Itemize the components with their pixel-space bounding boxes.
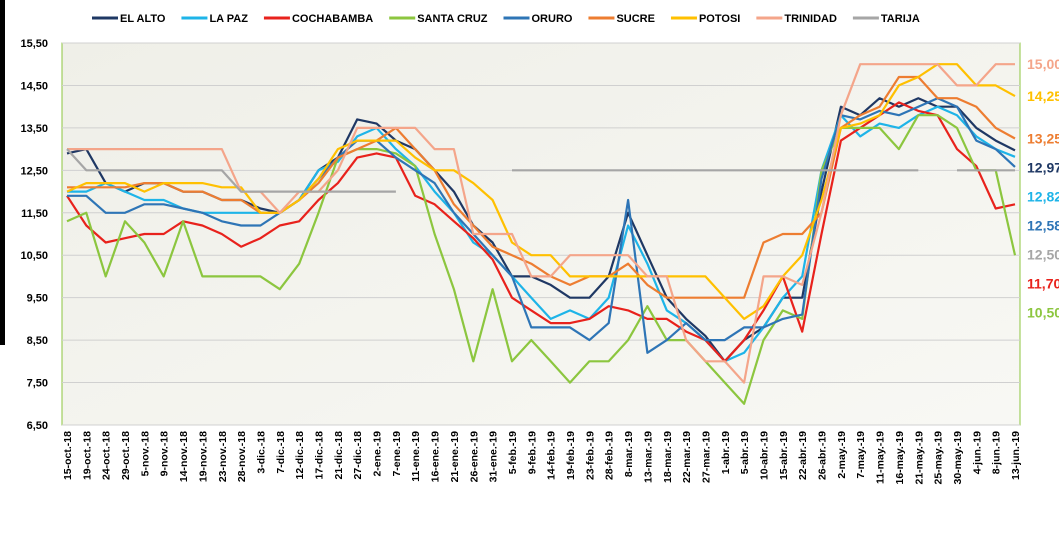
x-tick-label: 11-may.-19 [875, 431, 887, 484]
y-tick-label: 15,50 [20, 38, 48, 50]
x-tick-label: 19-nov.-18 [197, 431, 209, 482]
end-label: 13,25 [1027, 131, 1059, 147]
x-tick-label: 8-mar.-19 [623, 431, 635, 477]
end-label: 12,97 [1027, 160, 1059, 176]
x-tick-label: 16-may.-19 [894, 431, 906, 485]
x-tick-label: 26-abr.-19 [817, 431, 829, 480]
x-tick-label: 23-feb.-19 [584, 431, 596, 480]
x-tick-label: 19-feb.-19 [565, 431, 577, 480]
y-tick-label: 10,50 [20, 250, 48, 262]
x-tick-label: 28-feb.-19 [604, 431, 616, 480]
legend-label: LA PAZ [209, 13, 248, 25]
end-label: 11,70 [1027, 276, 1059, 292]
x-tick-label: 15-abr.-19 [778, 431, 790, 480]
x-tick-label: 14-feb.-19 [546, 431, 558, 480]
x-tick-label: 21-ene.-19 [449, 431, 461, 483]
x-tick-label: 7-ene.-19 [391, 431, 403, 477]
x-tick-label: 14-nov.-18 [178, 431, 190, 482]
x-tick-label: 17-dic.-18 [314, 431, 326, 480]
end-label: 14,25 [1027, 88, 1059, 104]
x-tick-label: 16-ene.-19 [430, 431, 442, 483]
x-tick-label: 1-abr.-19 [720, 431, 732, 474]
series-line [66, 101, 1016, 363]
x-tick-label: 12-dic.-18 [294, 431, 306, 480]
end-label: 15,00 [1027, 56, 1059, 72]
x-tick-label: 7-dic.-18 [275, 431, 287, 474]
y-tick-label: 8,50 [27, 335, 48, 347]
x-tick-label: 22-mar.-19 [681, 431, 693, 483]
x-tick-label: 5-nov.-18 [139, 431, 151, 476]
legend-label: SANTA CRUZ [417, 13, 488, 25]
series-line [67, 75, 1016, 299]
y-tick-label: 9,50 [27, 293, 48, 305]
x-tick-label: 25-may.-19 [933, 431, 945, 485]
x-tick-label: 3-dic.-18 [255, 431, 267, 474]
y-tick-label: 6,50 [27, 420, 48, 432]
x-tick-label: 18-mar.-19 [662, 431, 674, 483]
x-tick-label: 26-ene.-19 [468, 431, 480, 483]
x-tick-label: 9-nov.-18 [159, 431, 171, 476]
y-tick-label: 11,50 [21, 208, 48, 220]
x-tick-label: 13-mar.-19 [642, 431, 654, 483]
x-tick-label: 4-jun.-19 [971, 431, 983, 474]
series-line [66, 148, 1015, 193]
x-tick-label: 2-ene.-19 [372, 431, 384, 477]
x-tick-label: 31-ene.-19 [488, 431, 500, 483]
end-label: 12,50 [1027, 247, 1059, 263]
end-label: 10,50 [1027, 305, 1059, 321]
legend-label: TARIJA [881, 13, 920, 25]
end-label: 12,82 [1027, 189, 1059, 205]
x-tick-label: 11-ene.-19 [410, 431, 422, 482]
x-tick-label: 9-feb.-19 [526, 431, 538, 474]
x-tick-label: 7-may.-19 [855, 431, 867, 479]
x-tick-label: 13-jun.-19 [1010, 431, 1022, 480]
legend-label: SUCRE [616, 13, 655, 25]
end-label: 12,58 [1027, 218, 1059, 234]
x-tick-label: 15-oct.-18 [62, 431, 74, 480]
y-tick-label: 13,50 [20, 123, 48, 135]
x-tick-label: 23-nov.-18 [217, 431, 229, 482]
series-line [67, 97, 1016, 354]
x-tick-label: 22-abr.-19 [797, 431, 809, 480]
x-tick-label: 2-may.-19 [836, 431, 848, 479]
legend-label: ORURO [532, 13, 573, 25]
x-tick-label: 29-oct.-18 [120, 431, 132, 480]
x-tick-label: 5-feb.-19 [507, 431, 519, 474]
left-edge [0, 0, 5, 345]
x-tick-label: 28-nov.-18 [236, 431, 248, 482]
series-line [66, 114, 1017, 405]
series-line [67, 105, 1016, 363]
legend: EL ALTO LA PAZ COCHABAMBA SANTA CRUZ ORURO SU… [92, 13, 920, 25]
x-tick-label: 30-may.-19 [952, 431, 964, 485]
x-tick-label: 21-may.-19 [913, 431, 925, 485]
series-line [67, 63, 1015, 384]
y-tick-label: 12,50 [20, 165, 48, 177]
x-tick-label: 24-oct.-18 [101, 431, 113, 480]
x-tick-label: 27-mar.-19 [700, 431, 712, 483]
y-tick-label: 7,50 [27, 378, 48, 390]
x-tick-label: 21-dic.-18 [333, 431, 345, 480]
series-line [66, 63, 1016, 320]
x-tick-label: 27-dic.-18 [352, 431, 364, 480]
y-tick-label: 14,50 [20, 80, 48, 92]
x-tick-label: 19-oct.-18 [81, 431, 93, 480]
x-tick-label: 10-abr.-19 [758, 431, 770, 480]
legend-label: TRINIDAD [784, 13, 837, 25]
legend-label: POTOSI [699, 13, 740, 25]
legend-label: EL ALTO [120, 13, 166, 25]
x-tick-label: 5-abr.-19 [739, 431, 751, 474]
legend-label: COCHABAMBA [292, 13, 373, 25]
x-tick-label: 8-jun.-19 [991, 431, 1003, 474]
